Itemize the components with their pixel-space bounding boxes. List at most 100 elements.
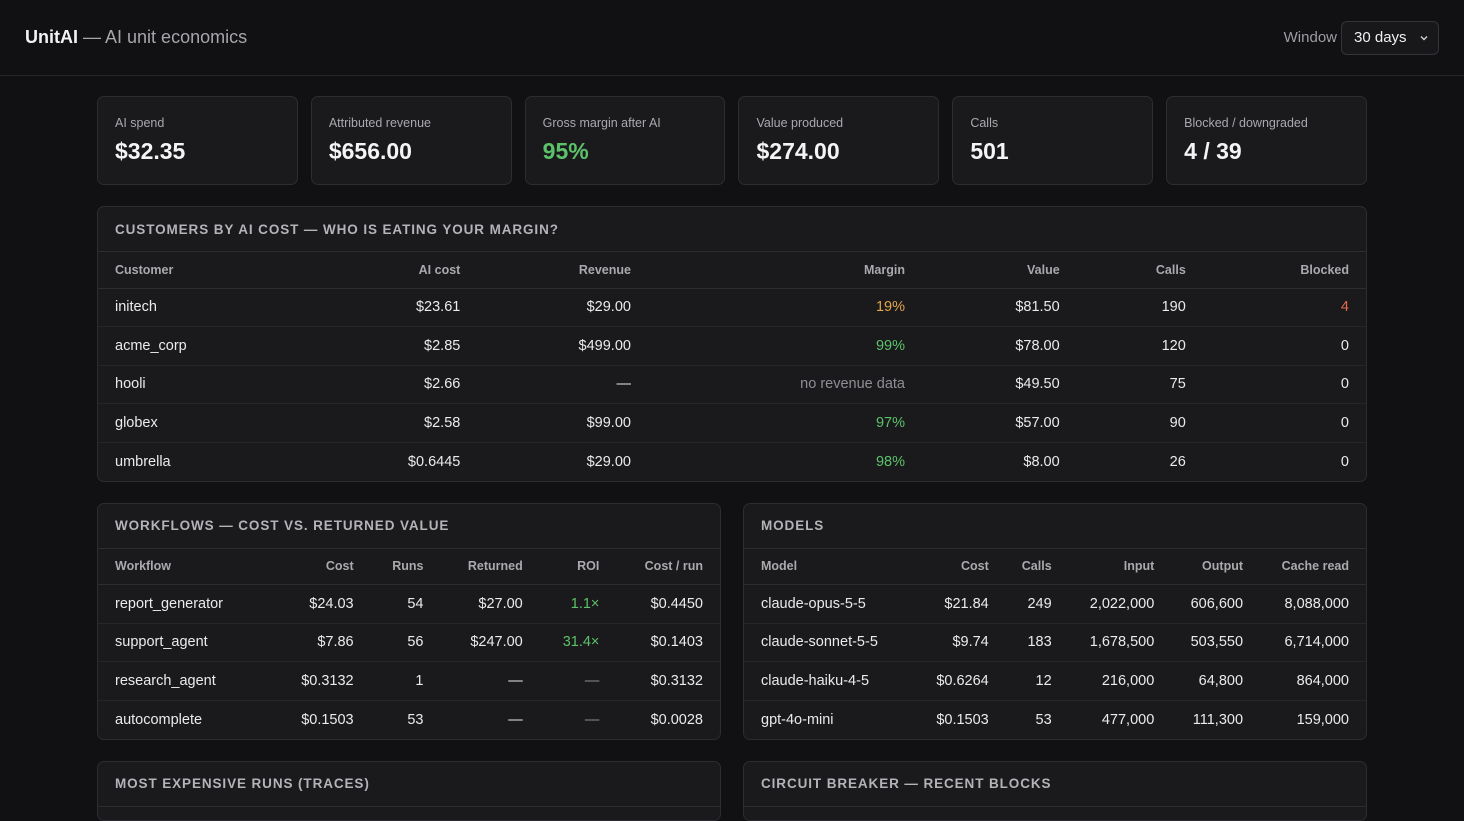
table-cell: acme_corp [98, 326, 307, 366]
workflows-table: Workflow Cost Runs Returned ROI Cost / run re… [98, 548, 720, 739]
workflow-row[interactable]: support_agent $7.86 56 $247.00 31.4× $0.1403 [98, 623, 720, 662]
kpi-label: Gross margin after AI [542, 116, 661, 130]
kpi-value: $32.35 [115, 138, 186, 164]
kpi-label: Blocked / downgraded [1184, 116, 1308, 130]
column-header: Cost [274, 548, 371, 585]
model-row[interactable]: claude-haiku-4-5 $0.6264 12 216,000 64,800 86… [744, 661, 1366, 701]
table-cell: $21.84 [916, 584, 1006, 624]
column-header: Revenue [477, 252, 648, 289]
table-cell: 98% [875, 453, 905, 470]
table-cell: 606,600 [1171, 584, 1261, 624]
workflows-title: WORKFLOWS — COST VS. RETURNED VALUE [98, 504, 720, 549]
table-cell: $0.1503 [301, 711, 354, 728]
table-cell: $2.85 [306, 326, 478, 366]
customer-row[interactable]: acme_corp $2.85 $499.00 99% $78.00 120 0 [98, 326, 1366, 366]
table-cell: 159,000 [1296, 711, 1349, 728]
table-cell: 2,022,000 [1068, 584, 1172, 624]
table-cell: initech [98, 288, 307, 327]
table-cell: 1,678,500 [1068, 623, 1172, 662]
workflow-row[interactable]: report_generator $24.03 54 $27.00 1.1× $0.445… [98, 584, 720, 624]
table-cell: globex [98, 403, 307, 443]
customer-row[interactable]: initech $23.61 $29.00 19% $81.50 190 4 [98, 288, 1366, 327]
table-cell: $499.00 [477, 326, 648, 366]
table-cell: $0.1503 [936, 711, 989, 728]
window-control: Window 30 days [1284, 20, 1439, 55]
table-cell: support_agent [98, 623, 275, 662]
table-cell: no revenue data [647, 365, 922, 404]
workflows-header-row: Workflow Cost Runs Returned ROI Cost / run [98, 548, 720, 585]
table-cell: 19% [647, 288, 922, 327]
table-cell: 503,550 [1171, 623, 1261, 662]
table-cell: claude-haiku-4-5 [744, 661, 917, 701]
table-cell: 477,000 [1101, 711, 1155, 728]
table-cell: 190 [1076, 288, 1203, 327]
table-cell: — [584, 711, 600, 728]
table-cell: 864,000 [1260, 661, 1366, 701]
table-cell: 26 [1169, 453, 1186, 470]
table-cell: $57.00 [921, 403, 1077, 443]
models-table: Model Cost Calls Input Output Cache read clau… [744, 548, 1366, 739]
customer-row[interactable]: hooli $2.66— no revenue data $49.50 75 0 [98, 365, 1366, 404]
brand-name: UnitAI [25, 27, 78, 47]
kpi-label: AI spend [115, 116, 165, 130]
table-cell: 183 [1005, 623, 1069, 662]
table-cell: 31.4× [539, 623, 617, 662]
table-cell: gpt-4o-mini [761, 711, 834, 728]
table-cell: $0.1403 [616, 623, 720, 662]
table-cell: — [440, 661, 540, 701]
column-header: Model [744, 548, 917, 585]
kpi-card: Blocked / downgraded 4 / 39 [1166, 96, 1367, 185]
kpi-value: 4 / 39 [1184, 138, 1242, 164]
workflow-row[interactable]: research_agent $0.3132 1— — $0.3132 [98, 661, 720, 701]
kpi-value: 95% [542, 138, 589, 164]
table-cell: $0.6264 [916, 661, 1006, 701]
table-cell: 120 [1076, 326, 1203, 366]
model-row[interactable]: claude-sonnet-5-5 $9.74 183 1,678,500 503,55… [744, 623, 1366, 662]
kpi-label: Attributed revenue [328, 116, 431, 130]
table-cell: 1 [370, 661, 441, 701]
chevron-down-icon [1420, 35, 1428, 40]
window-select[interactable]: 30 days [1341, 20, 1439, 55]
app-title: UnitAI — AI unit economics [25, 27, 247, 48]
table-cell: 56 [370, 623, 441, 662]
kpi-card: Calls 501 [952, 96, 1154, 185]
kpi-value: $656.00 [328, 138, 412, 164]
table-cell: $24.03 [274, 584, 371, 624]
table-cell: 0 [1202, 403, 1366, 443]
table-cell: $49.50 [921, 365, 1077, 404]
kpi-row: AI spend $32.35 Attributed revenue $656.00 G… [97, 96, 1367, 185]
table-cell: 0 [1340, 453, 1349, 470]
customer-row[interactable]: umbrella $0.6445 $29.00 98% $8.00 26 0 [98, 442, 1366, 481]
circuit-breaker-title: CIRCUIT BREAKER — RECENT BLOCKS [744, 762, 1366, 807]
table-cell: 53 [1035, 711, 1052, 728]
model-row[interactable]: gpt-4o-mini $0.1503 53 477,000 111,300 159,00… [744, 700, 1366, 739]
kpi-label: Calls [970, 116, 999, 130]
kpi-card: Gross margin after AI 95% [524, 96, 726, 185]
table-cell: — [508, 711, 523, 728]
table-cell: $99.00 [477, 403, 648, 443]
customer-row[interactable]: globex $2.58 $99.00 97% $57.00 90 0 [98, 403, 1366, 443]
table-cell: — [539, 661, 617, 701]
dashboard-main: AI spend $32.35 Attributed revenue $656.00 G… [97, 96, 1367, 821]
table-cell: umbrella [115, 453, 171, 470]
column-header: Calls [1005, 548, 1069, 585]
model-row[interactable]: claude-opus-5-5 $21.84 249 2,022,000 606,600… [744, 584, 1366, 624]
table-cell: $0.0028 [650, 711, 703, 728]
column-header: AI cost [306, 252, 478, 289]
table-cell: $8.00 [1023, 453, 1060, 470]
workflow-row[interactable]: autocomplete $0.1503 53 — — $0.0028 [98, 700, 720, 739]
table-cell: autocomplete [115, 711, 203, 728]
column-header: Runs [370, 548, 441, 585]
table-cell: $2.58 [306, 403, 478, 443]
brand-subtitle: — AI unit economics [83, 27, 248, 47]
models-panel: MODELS Model Cost Calls Input Output Cache re… [743, 502, 1367, 740]
column-header: Workflow [98, 548, 275, 585]
kpi-card: Value produced $274.00 [738, 96, 940, 185]
table-cell: 90 [1076, 403, 1203, 443]
table-cell: hooli [98, 365, 307, 404]
column-header: Blocked [1202, 252, 1366, 289]
table-cell: 249 [1005, 584, 1069, 624]
traces-panel: MOST EXPENSIVE RUNS (TRACES) [97, 760, 721, 821]
table-cell: $29.00 [586, 453, 631, 470]
customers-table: Customer AI cost Revenue Margin Value Calls Bl… [98, 252, 1366, 481]
